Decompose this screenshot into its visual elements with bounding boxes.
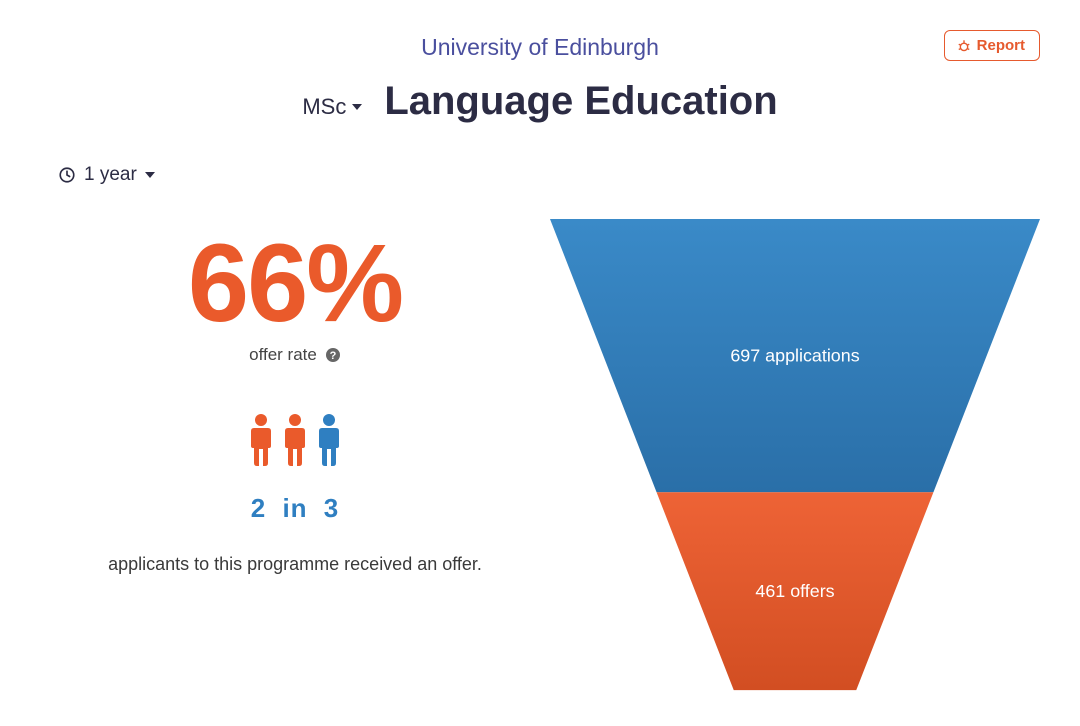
funnel-segment-label: 461 offers [755,581,834,601]
duration-dropdown[interactable]: 1 year [58,164,155,186]
bug-icon [957,39,971,53]
chevron-down-icon [145,172,155,178]
duration-label: 1 year [84,164,137,186]
offer-rate-label: offer rate [249,345,317,365]
degree-dropdown[interactable]: MSc [302,94,362,120]
offer-rate-panel: 66% offer rate ? 2 in 3 applicants to th… [50,219,540,726]
report-button-label: Report [977,37,1025,54]
person-icon [279,413,311,467]
ratio-a: 2 [251,493,266,523]
svg-text:?: ? [329,350,336,362]
program-title: Language Education [384,79,777,124]
person-icon [245,413,277,467]
clock-icon [58,166,76,184]
people-ratio-icons [245,413,345,467]
report-button[interactable]: Report [944,30,1040,61]
funnel-chart: 697 applications 461 offers [550,219,1040,726]
offer-sentence: applicants to this programme received an… [108,554,482,575]
person-icon [313,413,345,467]
help-icon[interactable]: ? [325,347,341,363]
degree-label: MSc [302,94,346,120]
ratio-text: 2 in 3 [251,493,340,524]
funnel-segment-label: 697 applications [730,345,859,365]
university-name: University of Edinburgh [50,34,1030,61]
offer-rate-percent: 66% [188,229,402,339]
chevron-down-icon [352,104,362,110]
ratio-word: in [282,493,307,523]
ratio-b: 3 [324,493,339,523]
